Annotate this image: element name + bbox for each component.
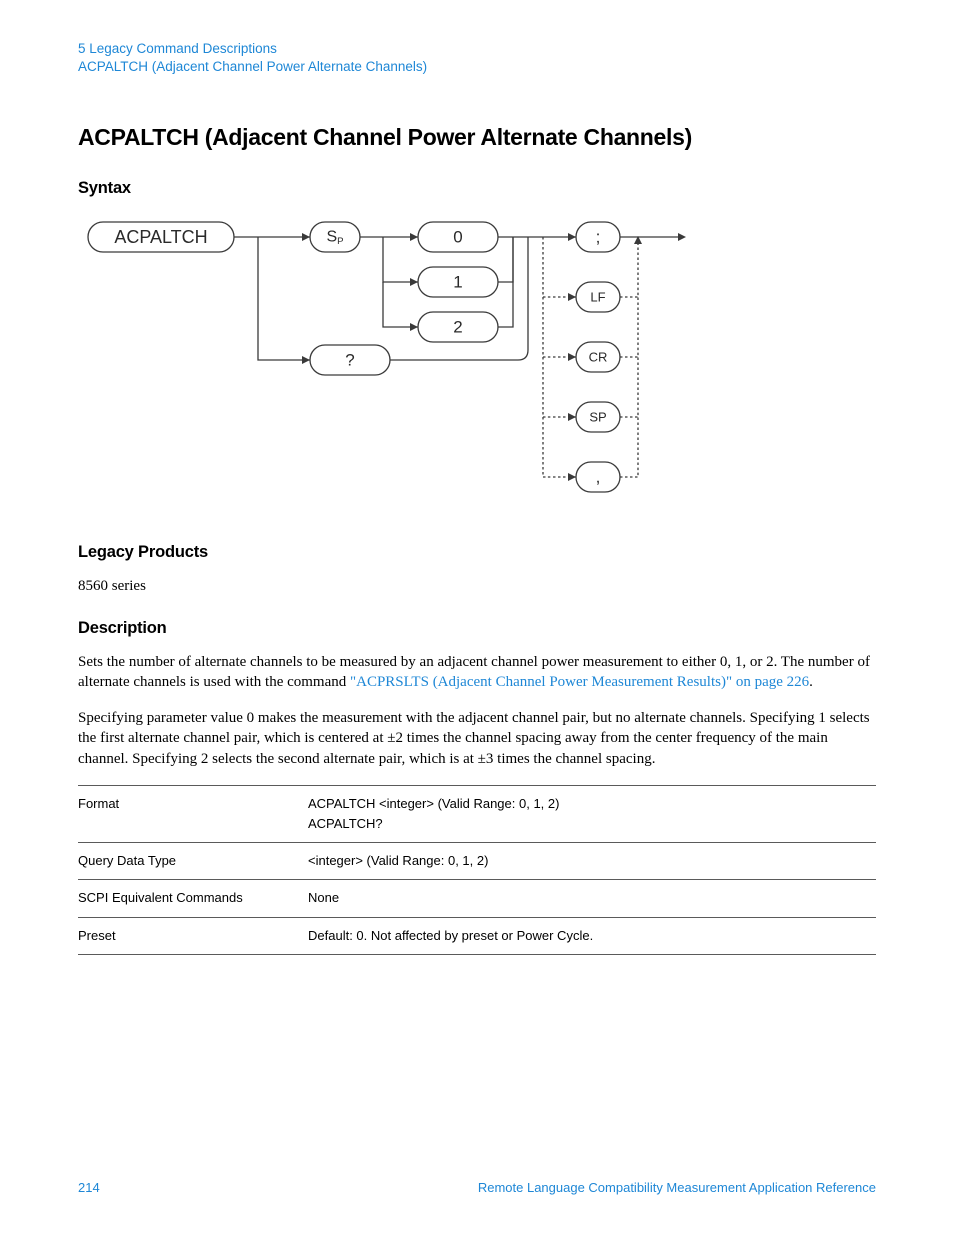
header-chapter: 5 Legacy Command Descriptions — [78, 40, 876, 58]
description-para1: Sets the number of alternate channels to… — [78, 652, 876, 693]
desc-p1-post: . — [809, 674, 813, 690]
svg-text:CR: CR — [589, 350, 608, 365]
svg-text:?: ? — [345, 351, 354, 370]
param-label: Preset — [78, 917, 308, 954]
page-header: 5 Legacy Command Descriptions ACPALTCH (… — [78, 40, 876, 76]
description-para2: Specifying parameter value 0 makes the m… — [78, 708, 876, 769]
syntax-heading: Syntax — [78, 179, 876, 198]
svg-text:0: 0 — [453, 228, 462, 247]
table-row: PresetDefault: 0. Not affected by preset… — [78, 917, 876, 954]
svg-text:2: 2 — [453, 318, 462, 337]
table-row: Query Data Type<integer> (Valid Range: 0… — [78, 843, 876, 880]
footer-reference: Remote Language Compatibility Measuremen… — [478, 1180, 876, 1195]
svg-text:SP: SP — [589, 410, 606, 425]
param-label: SCPI Equivalent Commands — [78, 880, 308, 917]
page-footer: 214 Remote Language Compatibility Measur… — [78, 1180, 876, 1195]
legacy-heading: Legacy Products — [78, 543, 876, 562]
table-row: SCPI Equivalent CommandsNone — [78, 880, 876, 917]
param-value: None — [308, 880, 876, 917]
syntax-railroad-diagram: ACPALTCHSP012?;LFCRSP, — [78, 212, 876, 507]
svg-text:1: 1 — [453, 273, 462, 292]
svg-text:,: , — [596, 468, 601, 487]
acprslts-link[interactable]: "ACPRSLTS (Adjacent Channel Power Measur… — [350, 674, 809, 690]
header-command: ACPALTCH (Adjacent Channel Power Alterna… — [78, 58, 876, 76]
param-value: ACPALTCH <integer> (Valid Range: 0, 1, 2… — [308, 785, 876, 842]
svg-text:;: ; — [596, 228, 601, 247]
svg-text:ACPALTCH: ACPALTCH — [114, 227, 207, 247]
command-title: ACPALTCH (Adjacent Channel Power Alterna… — [78, 124, 876, 151]
param-label: Query Data Type — [78, 843, 308, 880]
param-value: Default: 0. Not affected by preset or Po… — [308, 917, 876, 954]
table-row: FormatACPALTCH <integer> (Valid Range: 0… — [78, 785, 876, 842]
param-label: Format — [78, 785, 308, 842]
legacy-products-text: 8560 series — [78, 576, 876, 596]
page-number: 214 — [78, 1180, 100, 1195]
parameter-table: FormatACPALTCH <integer> (Valid Range: 0… — [78, 785, 876, 955]
description-heading: Description — [78, 619, 876, 638]
param-value: <integer> (Valid Range: 0, 1, 2) — [308, 843, 876, 880]
svg-text:LF: LF — [590, 290, 605, 305]
